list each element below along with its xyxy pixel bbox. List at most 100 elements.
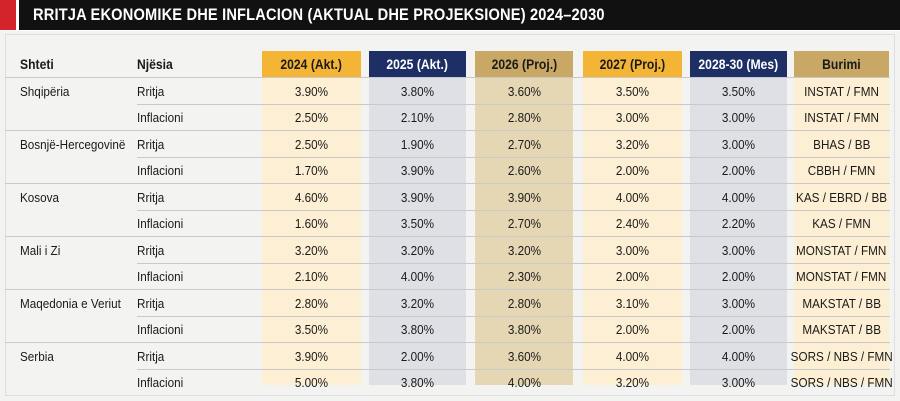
country-cell: Maqedonia e Veriut <box>20 290 132 316</box>
value-2024: 3.20% <box>262 237 361 263</box>
value-2025-text: 3.80% <box>400 83 435 99</box>
value-2026-text: 3.60% <box>507 83 541 99</box>
value-2024: 3.90% <box>262 343 361 369</box>
value-2028-30-text: 2.00% <box>721 322 756 337</box>
source-cell: CBBH / FMN <box>794 158 889 184</box>
value-2027-text: 2.00% <box>615 322 650 337</box>
row-divider <box>137 156 890 158</box>
source-cell-text: MAKSTAT / BB <box>802 322 881 337</box>
value-2026-text: 2.60% <box>507 163 541 178</box>
table-row: Inflacioni 1.60% 3.50% 2.70% 2.40% 2.20% KAS /… <box>0 211 900 237</box>
value-2025: 3.20% <box>369 290 466 316</box>
source-cell-text: MONSTAT / FMN <box>796 242 887 258</box>
value-2025: 3.90% <box>369 184 466 210</box>
value-2025: 3.20% <box>369 237 466 263</box>
indicator-cell: Inflacioni <box>137 211 188 237</box>
value-2025: 3.50% <box>369 211 466 237</box>
value-2026: 4.00% <box>475 370 573 396</box>
value-2024-text: 3.90% <box>294 83 329 99</box>
value-2028-30-text: 3.00% <box>721 295 756 311</box>
value-2024: 2.50% <box>262 105 361 131</box>
source-cell-text: MAKSTAT / BB <box>802 295 881 311</box>
source-cell: SORS / NBS / FMN <box>790 343 892 369</box>
value-2028-30-text: 2.00% <box>721 269 756 284</box>
value-2028-30: 3.00% <box>690 370 787 396</box>
value-2024: 1.60% <box>262 211 361 237</box>
value-2026-text: 2.70% <box>507 136 541 152</box>
value-2025-text: 3.90% <box>400 189 435 205</box>
value-2025-text: 2.00% <box>400 348 435 364</box>
title-bar: RRITJA EKONOMIKE DHE INFLACION (AKTUAL D… <box>0 0 900 31</box>
header-2028-30: 2028-30 (Mes) <box>690 51 787 77</box>
value-2026: 3.90% <box>475 184 573 210</box>
value-2024-text: 5.00% <box>294 375 329 390</box>
indicator-cell: Rritja <box>137 184 167 210</box>
value-2026-text: 2.30% <box>507 269 541 284</box>
value-2028-30: 3.00% <box>690 237 787 263</box>
value-2025: 2.10% <box>369 105 466 131</box>
page-title: RRITJA EKONOMIKE DHE INFLACION (AKTUAL D… <box>33 5 605 24</box>
value-2028-30-text: 3.50% <box>721 83 756 99</box>
header-2024: 2024 (Akt.) <box>262 51 361 77</box>
source-cell: INSTAT / FMN <box>794 78 889 104</box>
country-cell: Kosova <box>20 184 63 210</box>
value-2026: 2.70% <box>475 211 573 237</box>
row-divider <box>137 103 890 105</box>
value-2024-text: 3.20% <box>294 242 329 258</box>
row-divider <box>137 368 890 370</box>
value-2028-30-text: 3.00% <box>721 375 756 390</box>
value-2026-text: 2.80% <box>507 110 541 125</box>
value-2026-text: 3.60% <box>507 348 541 364</box>
value-2026-text: 3.90% <box>507 189 541 205</box>
column-bg-2025 <box>369 51 466 385</box>
country-cell-text: Bosnjë-Hercegovinë <box>20 136 126 152</box>
value-2028-30: 3.50% <box>690 78 787 104</box>
value-2025-text: 3.90% <box>400 163 435 178</box>
country-cell-text: Serbia <box>20 348 54 364</box>
header-divider <box>5 77 890 78</box>
value-2027: 2.00% <box>583 158 682 184</box>
value-2028-30: 2.00% <box>690 264 787 290</box>
indicator-cell: Inflacioni <box>137 317 188 343</box>
indicator-cell-text: Inflacioni <box>137 375 184 390</box>
value-2025-text: 4.00% <box>400 269 435 284</box>
value-2027: 3.20% <box>583 131 682 157</box>
country-cell: Serbia <box>20 343 58 369</box>
source-cell: KAS / FMN <box>794 211 889 237</box>
row-divider <box>5 183 890 184</box>
header-country: Shteti <box>20 56 54 72</box>
value-2026: 3.20% <box>475 237 573 263</box>
country-cell-text: Maqedonia e Veriut <box>20 295 121 311</box>
indicator-cell-text: Inflacioni <box>137 110 184 125</box>
value-2027-text: 2.00% <box>615 163 650 178</box>
value-2025: 1.90% <box>369 131 466 157</box>
value-2027-text: 3.50% <box>615 83 650 99</box>
indicator-cell: Rritja <box>137 343 167 369</box>
value-2024-text: 1.70% <box>294 163 329 178</box>
value-2025: 3.80% <box>369 370 466 396</box>
value-2028-30: 2.00% <box>690 158 787 184</box>
table-row: Maqedonia e Veriut Rritja 2.80% 3.20% 2.80% 3… <box>0 290 900 316</box>
header-2026: 2026 (Proj.) <box>475 51 573 77</box>
header-indicator: Njësia <box>137 56 173 72</box>
value-2026: 3.80% <box>475 317 573 343</box>
source-cell: MAKSTAT / BB <box>794 317 889 343</box>
source-cell: SORS / NBS / FMN <box>790 370 892 396</box>
row-divider <box>5 289 890 290</box>
row-divider <box>137 315 890 317</box>
source-cell-text: INSTAT / FMN <box>804 110 879 125</box>
value-2027: 2.00% <box>583 317 682 343</box>
header-source: Burimi <box>794 51 889 77</box>
value-2028-30: 4.00% <box>690 343 787 369</box>
value-2024: 4.60% <box>262 184 361 210</box>
value-2027-text: 3.00% <box>615 110 650 125</box>
value-2028-30-text: 2.20% <box>721 216 756 231</box>
value-2026: 2.80% <box>475 290 573 316</box>
value-2025: 3.80% <box>369 317 466 343</box>
country-cell-text: Shqipëria <box>20 83 70 99</box>
source-cell: MAKSTAT / BB <box>794 290 889 316</box>
table-row: Mali i Zi Rritja 3.20% 3.20% 3.20% 3.00% 3.00%… <box>0 237 900 263</box>
value-2025-text: 3.50% <box>400 216 435 231</box>
indicator-cell-text: Inflacioni <box>137 269 184 284</box>
source-cell: BHAS / BB <box>794 131 889 157</box>
